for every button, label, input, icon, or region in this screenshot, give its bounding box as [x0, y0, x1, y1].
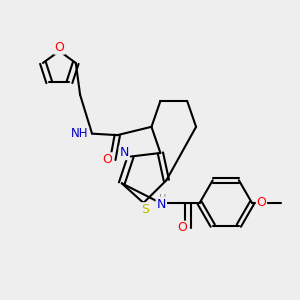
Text: O: O — [256, 196, 266, 209]
Text: S: S — [141, 203, 149, 216]
Text: NH: NH — [71, 127, 88, 140]
Text: O: O — [54, 41, 64, 54]
Text: O: O — [103, 153, 112, 166]
Text: O: O — [177, 221, 187, 234]
Text: H: H — [159, 194, 166, 204]
Text: N: N — [119, 146, 129, 160]
Text: N: N — [156, 198, 166, 211]
